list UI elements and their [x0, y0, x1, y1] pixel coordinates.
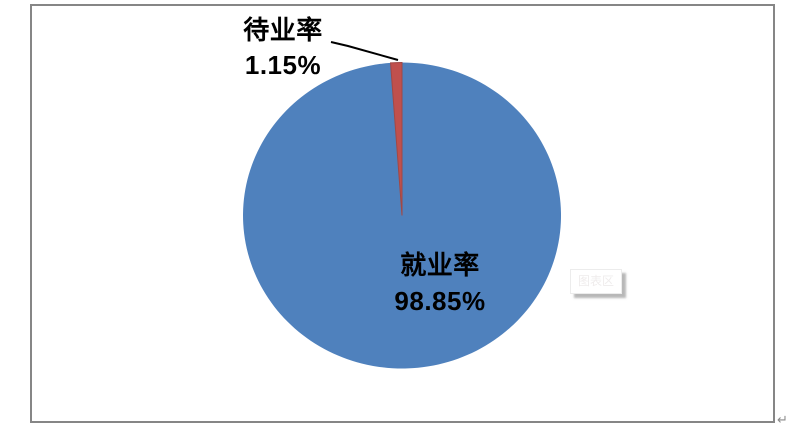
data-label-employment-value: 98.85% — [394, 286, 486, 316]
data-label-employment-name: 就业率 — [400, 250, 480, 280]
data-label-unemployment-value: 1.15% — [244, 50, 322, 80]
data-label-unemployment: 待业率 1.15% — [213, 13, 353, 83]
chart-area-tooltip-text: 图表区 — [577, 274, 614, 288]
paragraph-mark: ↵ — [777, 412, 788, 427]
chart-area-tooltip: 图表区 — [570, 269, 622, 294]
data-label-unemployment-name: 待业率 — [243, 15, 323, 45]
leader-line — [330, 41, 399, 61]
pie-slices — [243, 61, 562, 369]
pie-slice-unemployment[interactable] — [389, 61, 403, 216]
data-label-employment: 就业率 98.85% — [370, 247, 510, 319]
